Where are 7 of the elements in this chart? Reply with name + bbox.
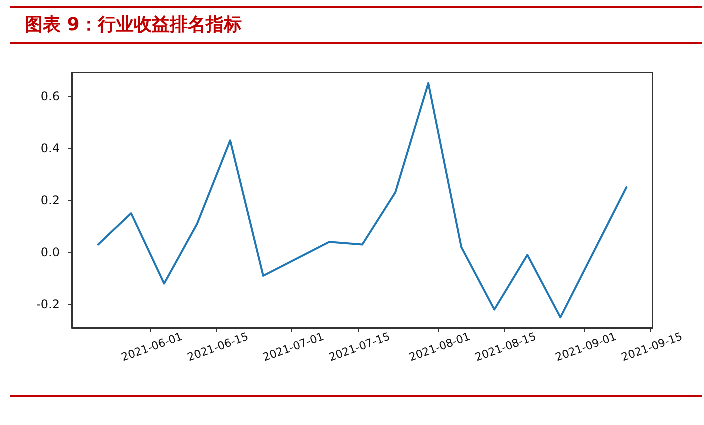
y-tick-label: 0.0 bbox=[40, 246, 60, 260]
y-tick-label: -0.2 bbox=[36, 298, 60, 312]
chart-title: 图表 9：行业收益排名指标 bbox=[25, 14, 242, 36]
y-tick-label: 0.6 bbox=[40, 89, 60, 104]
y-tick-label: 0.2 bbox=[40, 194, 60, 208]
y-tick-label: 0.4 bbox=[40, 141, 60, 156]
line-series bbox=[97, 82, 628, 319]
